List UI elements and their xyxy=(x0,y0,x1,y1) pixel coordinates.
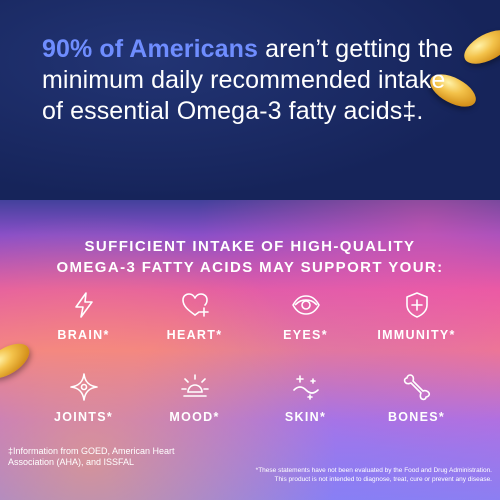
benefit-label: BONES* xyxy=(387,410,446,424)
benefit-immunity: IMMUNITY* xyxy=(361,290,472,342)
benefit-label: IMMUNITY* xyxy=(377,328,456,342)
fda-disclaimer: *These statements have not been evaluate… xyxy=(210,467,492,484)
headline-highlight: 90% of Americans xyxy=(42,35,259,63)
lightning-icon xyxy=(74,292,93,318)
benefit-label: EYES* xyxy=(283,328,328,342)
benefit-joints: JOINTS* xyxy=(28,372,139,424)
benefit-mood: MOOD* xyxy=(139,372,250,424)
benefit-label: MOOD* xyxy=(169,410,220,424)
benefit-skin: SKIN* xyxy=(250,372,361,424)
benefit-bones: BONES* xyxy=(361,372,472,424)
sparkle-wave-icon xyxy=(292,375,319,400)
bone-icon xyxy=(403,374,430,401)
benefit-label: BRAIN* xyxy=(57,328,110,342)
shield-plus-icon xyxy=(405,292,428,318)
source-footnote: ‡Information from GOED, American Heart A… xyxy=(8,446,175,467)
subheading: SUFFICIENT INTAKE OF HIGH-QUALITY OMEGA-… xyxy=(30,236,470,278)
headline: 90% of Americans aren’t getting the mini… xyxy=(42,34,462,127)
benefit-brain: BRAIN* xyxy=(28,290,139,342)
benefits-grid: BRAIN* HEART* EYES* IMMUNITY* JOINTS* MO… xyxy=(28,290,472,440)
benefit-label: HEART* xyxy=(166,328,223,342)
headline-text: aren’t getting the minimum daily recomme… xyxy=(42,35,454,125)
benefit-label: SKIN* xyxy=(284,410,327,424)
top-band-background xyxy=(0,0,500,200)
sun-icon xyxy=(180,374,209,397)
fda-disclaimer-line-1: *These statements have not been evaluate… xyxy=(255,467,492,474)
subheading-line-2: OMEGA-3 FATTY ACIDS MAY SUPPORT YOUR: xyxy=(56,259,444,276)
benefit-label: JOINTS* xyxy=(53,410,114,424)
subheading-line-1: SUFFICIENT INTAKE OF HIGH-QUALITY xyxy=(84,238,416,255)
heart-plus-icon xyxy=(181,293,209,317)
sparkle-icon xyxy=(69,373,98,401)
fda-disclaimer-line-2: This product is not intended to diagnose… xyxy=(274,475,492,483)
benefit-heart: HEART* xyxy=(139,290,250,342)
eye-icon xyxy=(291,295,320,315)
benefit-eyes: EYES* xyxy=(250,290,361,342)
